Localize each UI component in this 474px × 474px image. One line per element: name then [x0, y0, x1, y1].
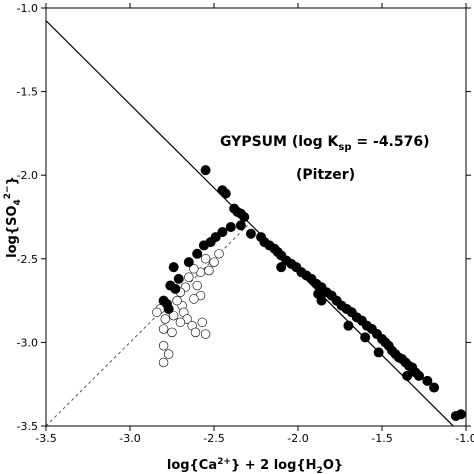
y-tick-label: -3.5 [17, 420, 38, 433]
pitzer-annotation: (Pitzer) [296, 167, 355, 183]
gypsum-solubility-line [46, 20, 455, 426]
filled-data-point [225, 222, 236, 233]
filled-data-point [173, 273, 184, 284]
filled-data-point [235, 220, 246, 231]
y-tick-label: -1.0 [17, 2, 38, 15]
open-data-point [163, 349, 174, 359]
open-data-point [214, 249, 224, 259]
filled-data-point [455, 409, 466, 420]
x-tick-label: -1.0 [455, 432, 474, 445]
open-data-point [200, 329, 211, 339]
open-data-point [209, 257, 219, 267]
filled-data-point [413, 370, 424, 381]
y-tick-label: -1.5 [17, 86, 38, 99]
open-data-point [200, 254, 211, 264]
x-tick-label: -2.5 [203, 432, 224, 445]
filled-data-point [429, 382, 440, 393]
filled-data-point [183, 257, 194, 268]
open-data-point [192, 280, 202, 291]
filled-data-point [245, 228, 256, 239]
filled-data-point [373, 347, 384, 358]
open-data-point [168, 310, 179, 321]
y-axis-title: log{SO42−} [3, 176, 23, 258]
open-data-point [152, 307, 162, 318]
annotation-line1-subscript: sp [338, 142, 351, 153]
x-tick-label: -3.0 [119, 432, 140, 445]
filled-data-point [170, 283, 181, 294]
open-data-point [184, 272, 194, 282]
open-data-point [175, 317, 186, 328]
open-data-point [167, 327, 177, 338]
y-tick-label: -2.5 [17, 253, 38, 266]
open-data-point [189, 264, 199, 274]
open-data-point [189, 294, 199, 304]
open-data-point [158, 324, 169, 334]
open-data-point [197, 317, 207, 328]
x-tick-label: -2.0 [287, 432, 308, 445]
x-tick-label: -1.5 [371, 432, 392, 445]
filled-data-point [239, 211, 250, 222]
filled-data-point [276, 262, 287, 273]
annotation-line1-suffix: = -4.576) [352, 134, 430, 150]
x-tick-label: -3.5 [35, 432, 56, 445]
filled-data-point [360, 332, 371, 343]
filled-data-point [422, 375, 433, 386]
gypsum-annotation: GYPSUM (log Ksp = -4.576) [220, 134, 430, 153]
filled-data-point [168, 262, 179, 273]
filled-data-point [200, 165, 211, 176]
axes: -3.5 -3.0 -2.5 -2.0 -1.5 -1.0 -3.5 -3.0 -2.5 -2.0… [17, 2, 474, 445]
open-data-point [190, 327, 201, 338]
filled-data-point [192, 248, 203, 259]
open-data-point [204, 265, 214, 276]
annotation-line1-prefix: GYPSUM (log K [220, 134, 340, 150]
open-data-point [160, 314, 170, 324]
filled-data-point [402, 370, 413, 381]
plot-area [46, 20, 466, 426]
open-data-point [172, 295, 182, 306]
filled-data-point [343, 320, 354, 331]
open-data-point [158, 357, 169, 368]
open-data-point [158, 341, 169, 351]
filled-data-point [163, 303, 174, 314]
plot-frame [45, 7, 467, 427]
filled-data-point [198, 240, 209, 251]
x-axis-title: log{Ca2+} + 2 log{H2O} [167, 457, 343, 474]
filled-data-point [217, 227, 228, 238]
y-tick-label: -2.0 [17, 169, 38, 182]
filled-data-point [220, 188, 231, 199]
y-tick-label: -3.0 [17, 336, 38, 349]
filled-data-point [316, 295, 327, 306]
